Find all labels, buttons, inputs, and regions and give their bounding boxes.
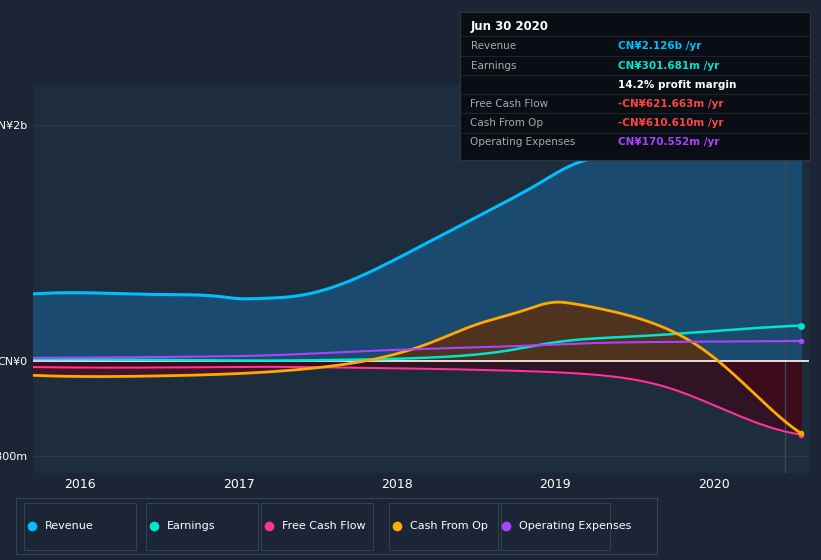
Text: CN¥301.681m /yr: CN¥301.681m /yr xyxy=(617,61,718,71)
Text: Earnings: Earnings xyxy=(167,521,215,531)
Text: CN¥170.552m /yr: CN¥170.552m /yr xyxy=(617,137,719,147)
Text: Jun 30 2020: Jun 30 2020 xyxy=(470,20,548,33)
Text: Operating Expenses: Operating Expenses xyxy=(470,137,576,147)
Text: Free Cash Flow: Free Cash Flow xyxy=(470,99,548,109)
Text: 14.2% profit margin: 14.2% profit margin xyxy=(617,80,736,90)
Text: Earnings: Earnings xyxy=(470,61,516,71)
Text: Cash From Op: Cash From Op xyxy=(470,118,544,128)
Text: Revenue: Revenue xyxy=(470,41,516,51)
Text: -CN¥610.610m /yr: -CN¥610.610m /yr xyxy=(617,118,723,128)
Text: Operating Expenses: Operating Expenses xyxy=(519,521,631,531)
Text: -CN¥621.663m /yr: -CN¥621.663m /yr xyxy=(617,99,723,109)
Text: Free Cash Flow: Free Cash Flow xyxy=(282,521,366,531)
Text: Revenue: Revenue xyxy=(45,521,94,531)
Text: Cash From Op: Cash From Op xyxy=(410,521,488,531)
Text: CN¥2.126b /yr: CN¥2.126b /yr xyxy=(617,41,701,51)
